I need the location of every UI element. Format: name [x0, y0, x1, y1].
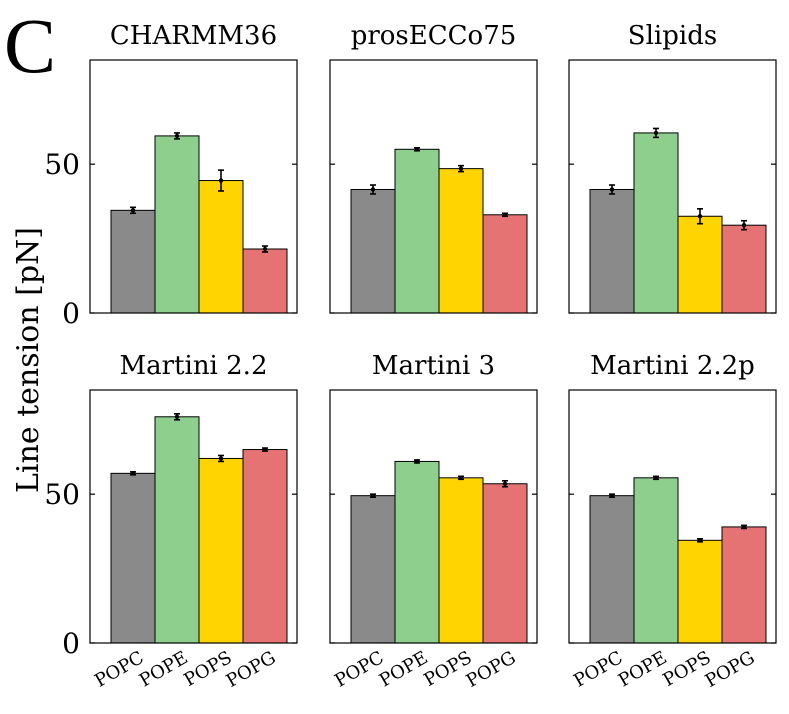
mean-marker: [174, 133, 180, 139]
bar-pope: [394, 148, 440, 314]
bar-popc: [110, 209, 156, 314]
mean-marker: [502, 481, 508, 486]
bar-popg: [242, 449, 288, 644]
mean-marker: [653, 475, 659, 481]
bar-popg: [242, 248, 288, 314]
mean-marker: [609, 187, 615, 192]
mean-marker: [370, 493, 376, 498]
panel-title: Martini 2.2p: [590, 351, 755, 381]
mean-marker: [741, 524, 747, 530]
panel-title: CHARMM36: [110, 21, 277, 51]
x-tick-label: POPG: [223, 647, 280, 692]
panel-title: Slipids: [628, 21, 717, 51]
x-tick-label: POPG: [463, 647, 520, 692]
mean-marker: [262, 447, 268, 452]
bar-popg: [721, 224, 767, 314]
bar-pope: [154, 416, 200, 644]
y-tick-label: 50: [44, 148, 80, 181]
chart-panel: Slipids: [568, 21, 777, 314]
panel-title: Martini 3: [372, 351, 495, 381]
bar-popc: [589, 495, 635, 644]
mean-marker: [370, 187, 376, 192]
mean-marker: [609, 493, 615, 498]
bar-popg: [482, 483, 528, 644]
bar-popc: [350, 495, 396, 644]
y-tick-label: 0: [62, 297, 80, 330]
mean-marker: [414, 147, 420, 152]
mean-marker: [414, 459, 420, 464]
chart-panel: prosECCo75: [329, 21, 538, 314]
bar-pope: [394, 460, 440, 644]
y-tick-label: 0: [62, 627, 80, 660]
mean-marker: [458, 475, 464, 481]
axes-frame: [568, 389, 777, 644]
bar-pops: [677, 539, 723, 644]
y-axis-label: Line tension [pN]: [11, 227, 46, 493]
bar-popc: [350, 188, 396, 314]
x-tick-label: POPC: [91, 647, 147, 692]
x-tick-label: POPS: [181, 647, 236, 691]
y-tick-label: 50: [44, 478, 80, 511]
bar-pops: [677, 215, 723, 314]
mean-marker: [262, 246, 268, 252]
chart-panel: CHARMM36 0 50: [44, 21, 298, 330]
bar-popg: [721, 526, 767, 644]
mean-marker: [502, 212, 508, 217]
x-tick-label: POPS: [421, 647, 476, 691]
bar-pops: [438, 168, 484, 314]
mean-marker: [697, 214, 703, 219]
x-tick-label: POPS: [660, 647, 715, 691]
mean-marker: [130, 471, 136, 476]
panel-title: Martini 2.2: [120, 351, 268, 381]
mean-marker: [697, 538, 703, 543]
axes-frame: [89, 59, 298, 314]
bar-popc: [589, 188, 635, 314]
axes-frame: [329, 389, 538, 644]
mean-marker: [130, 208, 136, 213]
bar-pops: [198, 457, 244, 644]
x-tick-label: POPC: [331, 647, 387, 692]
x-tick-label: POPG: [702, 647, 759, 692]
x-tick-label: POPE: [615, 647, 671, 691]
mean-marker: [174, 414, 180, 419]
bar-pope: [154, 135, 200, 314]
x-tick-label: POPE: [376, 647, 432, 691]
x-tick-label: POPC: [570, 647, 626, 692]
mean-marker: [218, 178, 224, 183]
bar-pops: [198, 180, 244, 314]
bar-popg: [482, 214, 528, 314]
mean-marker: [741, 222, 747, 228]
mean-marker: [653, 130, 659, 136]
mean-marker: [458, 166, 464, 171]
bar-pope: [633, 132, 679, 314]
bar-pope: [633, 477, 679, 644]
axes-frame: [329, 59, 538, 314]
axes-frame: [568, 59, 777, 314]
axes-frame: [89, 389, 298, 644]
panel-letter: C: [4, 2, 56, 89]
mean-marker: [218, 456, 224, 461]
bar-popc: [110, 472, 156, 644]
bar-pops: [438, 477, 484, 644]
chart-panels: CHARMM36 0 50 prosECCo75 Slipids Martini 2.2 0…: [44, 21, 777, 692]
panel-title: prosECCo75: [351, 21, 517, 51]
x-tick-label: POPE: [136, 647, 192, 691]
